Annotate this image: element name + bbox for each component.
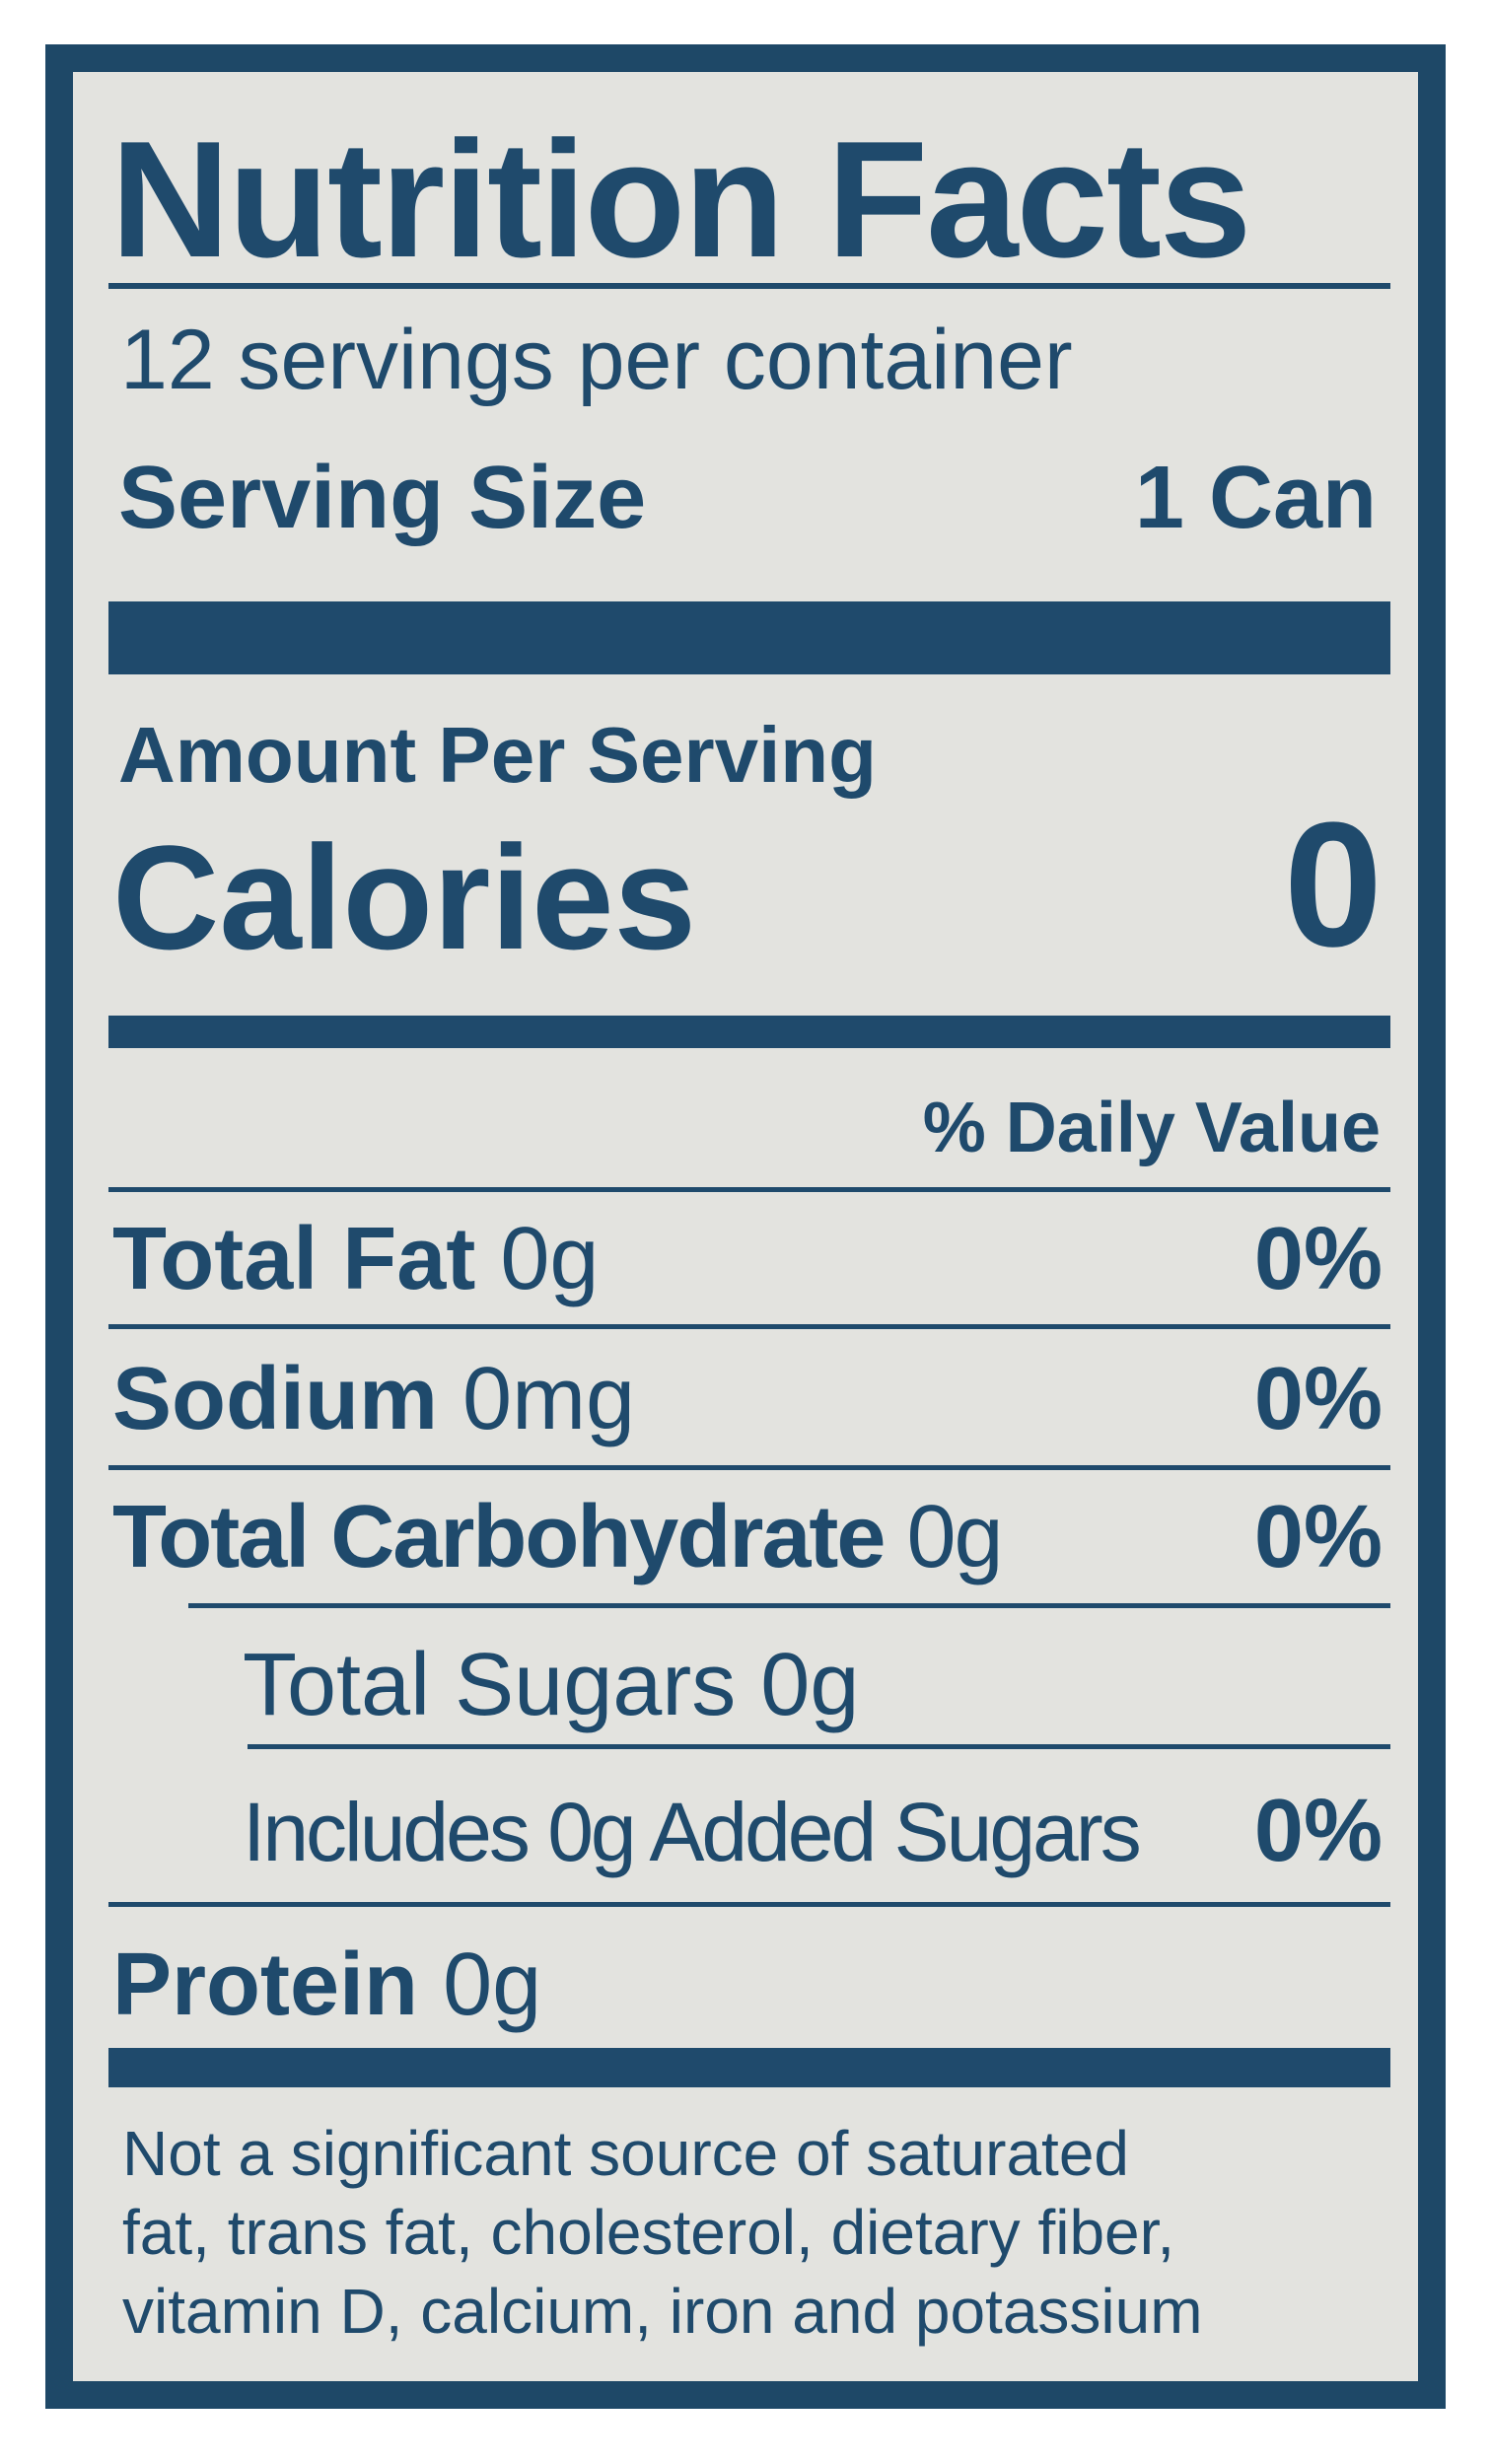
rule [188, 1603, 1390, 1608]
thick-bar [108, 601, 1390, 674]
servings-per-container: 12 servings per container [120, 313, 1073, 407]
title: Nutrition Facts [110, 106, 1251, 292]
title-rule [108, 283, 1390, 289]
daily-value-header: % Daily Value [922, 1089, 1381, 1167]
nutrient-dv: 0% [1253, 1782, 1383, 1880]
nutrient-dv: 0% [1253, 1488, 1383, 1586]
serving-size-value: 1 Can [1134, 449, 1377, 547]
rule [108, 1324, 1390, 1329]
nutrient-dv: 0% [1253, 1210, 1383, 1308]
nutrient-label: Total Fat [112, 1210, 476, 1308]
footnote-line: vitamin D, calcium, iron and potassium [122, 2276, 1203, 2347]
serving-size-label: Serving Size [118, 449, 647, 547]
medium-bar [108, 1016, 1390, 1048]
rule [248, 1744, 1390, 1749]
nutrient-amount: 0mg [462, 1350, 636, 1448]
calories-label: Calories [112, 814, 696, 980]
bottom-bar [108, 2048, 1390, 2087]
nutrient-dv: 0% [1253, 1350, 1383, 1448]
nutrient-row-protein: Protein 0g [112, 1940, 541, 2029]
nutrient-label: Sodium [112, 1350, 438, 1448]
footnote-line: Not a significant source of saturated [122, 2118, 1129, 2189]
rule [108, 1902, 1390, 1907]
nutrient-amount: 0g [906, 1488, 1003, 1586]
calories-value: 0 [1283, 786, 1383, 984]
amount-per-serving: Amount Per Serving [118, 711, 878, 799]
nutrient-row-total-sugars: Total Sugars 0g [243, 1636, 860, 1734]
rule [108, 1465, 1390, 1470]
nutrient-amount: 0g [443, 1936, 542, 2034]
nutrient-label: Includes 0g Added Sugars [243, 1786, 1142, 1878]
footnote-line: fat, trans fat, cholesterol, dietary fib… [122, 2197, 1175, 2268]
label-panel [73, 72, 1418, 2381]
nutrient-amount: 0g [500, 1210, 600, 1308]
rule [108, 1187, 1390, 1192]
label-frame [45, 44, 1446, 2409]
nutrient-label: Protein [112, 1936, 419, 2034]
nutrient-label: Total Carbohydrate [112, 1488, 886, 1586]
